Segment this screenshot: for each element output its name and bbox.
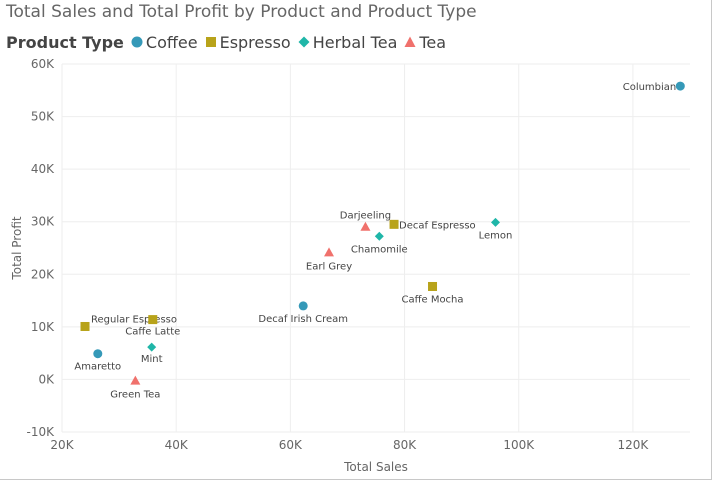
diamond-marker-icon: [298, 36, 310, 48]
x-tick-label: 40K: [165, 438, 189, 452]
legend-label: Tea: [419, 32, 447, 52]
data-label: Chamomile: [351, 244, 408, 255]
y-tick-label: 50K: [31, 110, 55, 124]
circle-marker-icon: [131, 36, 143, 48]
legend-title: Product Type: [6, 32, 124, 52]
x-tick-label: 20K: [50, 438, 74, 452]
y-tick-label: 60K: [31, 57, 55, 71]
x-tick-label: 80K: [393, 438, 417, 452]
data-point-triangle: [324, 247, 335, 257]
data-label: Columbian: [623, 82, 677, 93]
legend-label: Herbal Tea: [312, 32, 398, 52]
legend-item-espresso[interactable]: Espresso: [204, 33, 291, 52]
data-label: Darjeeling: [340, 211, 391, 222]
x-axis-title: Total Sales: [343, 460, 408, 474]
data-label: Caffe Mocha: [401, 294, 463, 305]
chart-title: Total Sales and Total Profit by Product …: [6, 2, 477, 22]
legend-item-herbal-tea[interactable]: Herbal Tea: [297, 32, 398, 52]
data-point-circle: [93, 349, 103, 359]
data-label: Decaf Irish Cream: [258, 314, 348, 325]
square-marker-icon: [205, 37, 216, 47]
legend-label: Coffee: [145, 32, 198, 52]
y-tick-label: 20K: [31, 267, 55, 281]
legend-label: Espresso: [219, 32, 291, 52]
y-tick-label: 10K: [31, 320, 55, 334]
x-tick-label: 100K: [503, 438, 535, 452]
data-label: Caffe Latte: [125, 327, 180, 338]
data-point-circle: [675, 81, 685, 91]
legend-item-coffee[interactable]: Coffee: [130, 33, 198, 52]
y-tick-label: 40K: [31, 162, 55, 176]
x-tick-label: 60K: [279, 438, 303, 452]
data-point-square: [148, 315, 158, 325]
triangle-marker-icon: [404, 36, 416, 47]
data-point-square: [80, 321, 90, 331]
data-label: Lemon: [479, 230, 513, 241]
y-axis-title: Total Profit: [10, 216, 24, 280]
data-point-square: [428, 281, 438, 291]
data-label: Amaretto: [74, 362, 121, 373]
data-label: Earl Grey: [306, 261, 352, 272]
legend: Product Type Coffee Espresso Herbal Tea …: [6, 31, 452, 53]
data-label: Regular Espresso: [91, 314, 177, 325]
data-label: Mint: [141, 354, 163, 365]
legend-item-tea[interactable]: Tea: [403, 33, 446, 52]
data-point-triangle: [130, 375, 141, 385]
data-point-circle: [298, 301, 308, 311]
data-point-diamond: [147, 342, 157, 352]
data-point-diamond: [374, 231, 384, 241]
data-label: Green Tea: [110, 390, 160, 401]
y-tick-label: 0K: [38, 372, 55, 386]
y-tick-label: -10K: [27, 425, 56, 439]
data-label: Decaf Espresso: [399, 220, 476, 231]
x-tick-label: 120K: [618, 438, 650, 452]
data-point-square: [389, 219, 399, 229]
y-tick-label: 30K: [31, 215, 55, 229]
data-point-triangle: [360, 221, 371, 231]
data-point-diamond: [490, 217, 500, 227]
